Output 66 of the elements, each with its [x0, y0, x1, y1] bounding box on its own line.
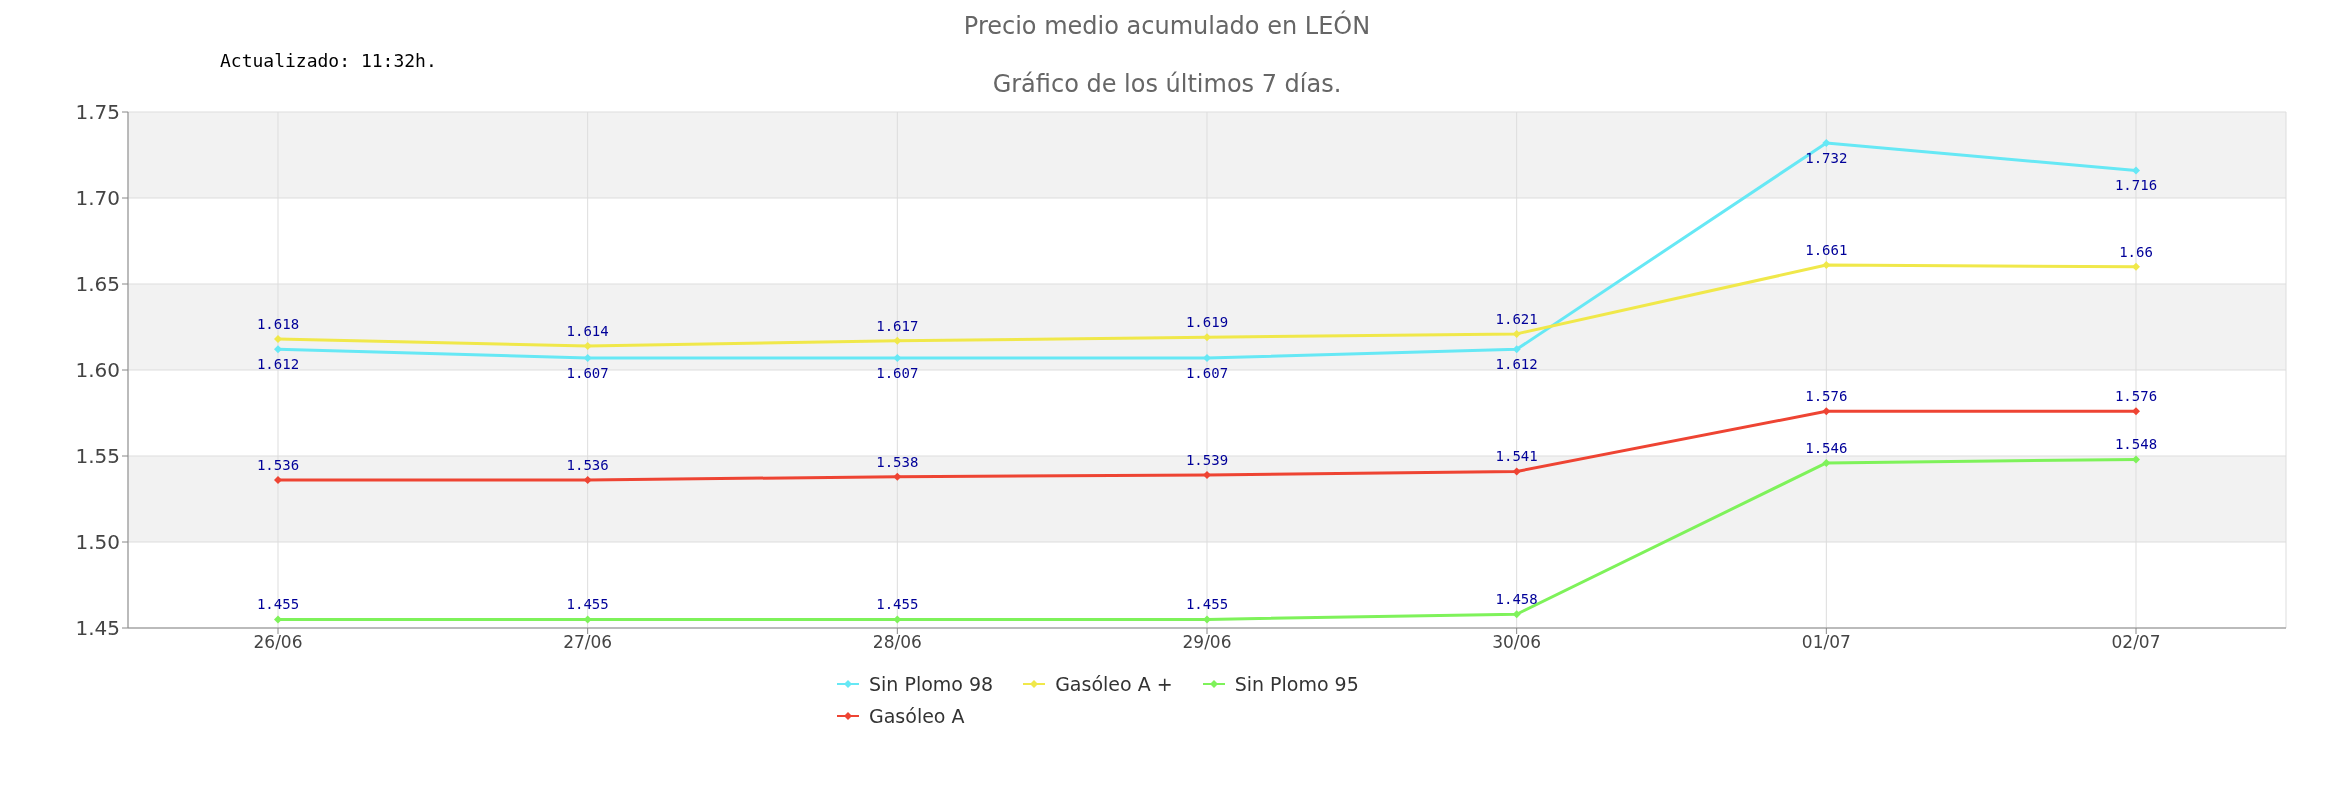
legend-label: Sin Plomo 98	[869, 672, 994, 697]
x-tick-label: 01/07	[1801, 632, 1851, 653]
data-label: 1.716	[2114, 177, 2158, 194]
data-label: 1.576	[2114, 388, 2158, 405]
data-label: 1.66	[2119, 243, 2153, 260]
data-label: 1.607	[876, 364, 919, 381]
data-label: 1.458	[1495, 591, 1538, 608]
point	[1512, 329, 1521, 338]
data-label: 1.455	[256, 596, 300, 613]
point	[1203, 333, 1211, 342]
point	[1822, 407, 1831, 416]
point	[1203, 470, 1211, 479]
point	[2132, 262, 2140, 271]
x-tick-label: 30/06	[1492, 632, 1542, 653]
data-label: 1.614	[566, 322, 609, 339]
legend-label: Gasóleo A +	[1055, 672, 1173, 697]
x-tick-label: 28/06	[872, 632, 922, 653]
data-label: 1.546	[1805, 439, 1848, 456]
data-label: 1.455	[566, 596, 609, 613]
point	[893, 336, 902, 345]
data-label: 1.612	[1495, 356, 1538, 373]
data-label: 1.536	[566, 457, 609, 474]
y-tick-label: 1.55	[75, 444, 120, 469]
point	[2132, 407, 2140, 416]
y-tick-label: 1.65	[75, 272, 120, 297]
y-tick-label: 1.50	[75, 530, 120, 555]
point	[274, 345, 282, 354]
data-label: 1.619	[1185, 314, 1229, 331]
data-label: 1.621	[1495, 310, 1538, 327]
point	[2132, 455, 2140, 464]
point	[893, 472, 902, 481]
data-label: 1.455	[1185, 596, 1229, 613]
text: Actualizado: 11:32h.	[220, 50, 437, 71]
data-label: 1.617	[876, 317, 919, 334]
data-label: 1.539	[1185, 451, 1229, 468]
point	[1203, 353, 1211, 362]
data-label: 1.732	[1805, 149, 1848, 166]
y-tick-label: 1.60	[75, 358, 120, 383]
data-label: 1.536	[256, 457, 300, 474]
data-label: 1.607	[566, 364, 609, 381]
data-label: 1.541	[1495, 448, 1538, 465]
data-label: 1.548	[2114, 436, 2158, 453]
y-tick-label: 1.45	[75, 616, 120, 641]
point	[274, 615, 282, 624]
x-tick-label: 02/07	[2111, 632, 2161, 653]
point	[2132, 166, 2140, 175]
data-label: 1.576	[1805, 388, 1848, 405]
data-label: 1.455	[876, 596, 919, 613]
y-tick-label: 1.70	[75, 186, 120, 211]
legend-label: Gasóleo A	[869, 704, 965, 729]
x-tick-label: 26/06	[253, 632, 303, 653]
point	[1512, 467, 1521, 476]
chart-title: Precio medio acumulado en LEÓN	[962, 9, 1372, 40]
data-label: 1.607	[1185, 364, 1229, 381]
x-tick-label: 27/06	[563, 632, 613, 653]
chart-subtitle: Gráfico de los últimos 7 días.	[991, 70, 1343, 100]
data-label: 1.538	[876, 453, 919, 470]
data-label: 1.612	[256, 356, 300, 373]
legend-label: Sin Plomo 95	[1234, 672, 1359, 697]
point	[274, 335, 282, 344]
point	[274, 476, 282, 485]
y-tick-label: 1.75	[75, 100, 120, 125]
data-label: 1.618	[256, 316, 300, 333]
x-tick-label: 29/06	[1182, 632, 1232, 653]
data-label: 1.661	[1805, 242, 1848, 259]
point	[1203, 615, 1211, 624]
